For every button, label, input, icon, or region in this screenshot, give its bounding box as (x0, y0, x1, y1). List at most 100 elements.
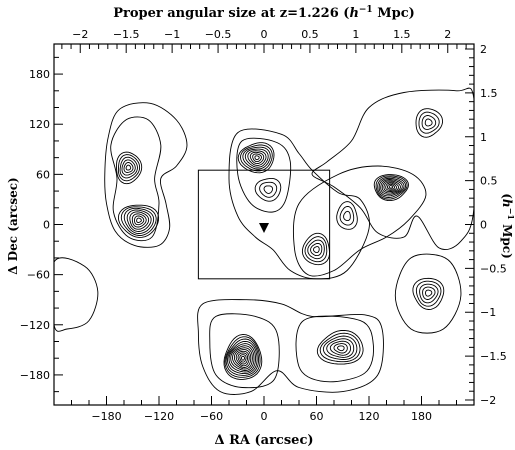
contour-line (125, 164, 132, 171)
contour-line (259, 181, 278, 198)
contour-line (301, 232, 330, 266)
contour-line (116, 151, 143, 185)
contour-line (388, 185, 394, 189)
top-title-exponent: −1 (359, 5, 373, 15)
contour-line (343, 210, 351, 222)
top-tick-label: 0 (261, 28, 268, 41)
contour-line (336, 201, 358, 230)
contour-peak (223, 333, 263, 380)
contour-line (235, 350, 250, 367)
contour-line (225, 338, 260, 376)
marker-triangle (259, 223, 269, 234)
right-tick-label: −0.5 (480, 262, 507, 275)
contour-line (310, 242, 323, 257)
contour-peak (116, 151, 143, 185)
outer-contour (236, 137, 292, 213)
top-tick-label: −1.5 (113, 28, 140, 41)
contour-line (254, 177, 282, 202)
right-tick-label: 1.5 (480, 87, 498, 100)
y-tick-label: −120 (20, 319, 50, 332)
contour-line (126, 209, 152, 232)
x-tick-label: 120 (359, 410, 380, 423)
contour-line (120, 206, 157, 236)
contour-line (134, 215, 145, 226)
contour-line (304, 236, 328, 263)
contour-line (263, 185, 274, 194)
contour-line (129, 211, 150, 230)
y-tick-label: 60 (36, 168, 50, 181)
outer-contour (54, 257, 99, 332)
y2-label-open: ( (500, 193, 514, 199)
contour-line (329, 340, 351, 356)
contour-line (227, 340, 258, 375)
top-tick-label: −1 (164, 28, 180, 41)
contour-line (337, 345, 345, 352)
contour-line (316, 329, 364, 365)
x-tick-label: −180 (91, 410, 121, 423)
contour-peak (415, 108, 443, 138)
y-tick-label: 180 (29, 68, 50, 81)
outer-contour (394, 253, 462, 334)
outer-contour (104, 102, 188, 248)
top-title-main: Proper angular size at z=1.226 ( (113, 6, 349, 21)
y-tick-label: −180 (20, 369, 50, 382)
top-title-unit: h (349, 6, 358, 21)
contour-line (412, 277, 445, 310)
y2-label-unit: h (500, 199, 514, 208)
right-tick-label: 1 (480, 131, 487, 144)
contour-line (239, 354, 247, 363)
contour-line (380, 179, 403, 195)
contour-line (240, 355, 246, 361)
contour-line (123, 207, 155, 234)
x-axis-label: Δ RA (arcsec) (214, 433, 313, 448)
contour-line (232, 347, 253, 370)
top-tick-label: 1 (352, 28, 359, 41)
contour-line (121, 159, 136, 176)
y-axis-label: Δ Dec (arcsec) (6, 177, 20, 274)
contour-line (373, 174, 409, 202)
top-tick-label: 1.5 (393, 28, 411, 41)
contour-line (421, 115, 437, 130)
contour-line (123, 162, 134, 173)
contour-line (223, 333, 263, 380)
outer-contour (209, 313, 280, 389)
contour-line (385, 182, 397, 191)
contour-line (381, 180, 401, 194)
outer-contour (228, 128, 370, 280)
contour-line (244, 148, 269, 168)
contour-line (233, 349, 252, 368)
contour-line (319, 332, 361, 363)
contour-line (252, 153, 262, 163)
contour-line (322, 335, 358, 360)
outer-contour (197, 299, 384, 395)
y2-label-exponent: −1 (506, 208, 515, 220)
y-tick-label: 0 (43, 219, 50, 232)
contour-line (424, 118, 433, 127)
contour-line (224, 336, 261, 378)
right-tick-label: 2 (480, 43, 487, 56)
top-tick-label: 0.5 (301, 28, 319, 41)
contour-line (119, 156, 138, 179)
contour-line (377, 176, 407, 198)
right-tick-label: 0 (480, 219, 487, 232)
contour-peak (373, 174, 409, 202)
contour-peak (237, 142, 275, 174)
contour-line (425, 289, 433, 297)
contour-line (117, 204, 160, 238)
contour-line (136, 217, 142, 223)
contour-line (386, 183, 395, 190)
field-box (197, 169, 331, 280)
top-title-tail: Mpc) (373, 6, 415, 21)
top-axis-title: Proper angular size at z=1.226 (h−1 Mpc) (113, 5, 415, 21)
x-tick-label: −60 (200, 410, 223, 423)
contour-line (415, 280, 442, 307)
x-tick-label: −120 (144, 410, 174, 423)
contour-peak (412, 277, 445, 310)
contour-line (418, 111, 440, 134)
contour-line (131, 213, 147, 228)
y2-label-tail: Mpc) (500, 220, 514, 259)
x-tick-label: 60 (310, 410, 324, 423)
contour-line (237, 352, 249, 365)
contour-line (339, 206, 355, 226)
right-tick-label: −2 (480, 394, 496, 407)
